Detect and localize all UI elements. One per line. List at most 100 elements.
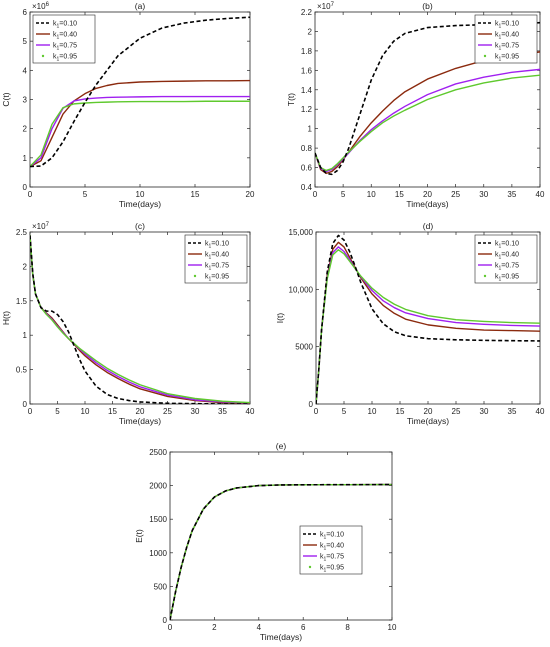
legend-series-name: =0.95 <box>501 54 519 61</box>
legend-entry: k1=0.10 <box>205 241 229 250</box>
legend-entry: k1=0.75 <box>53 43 77 52</box>
legend-entry: k1=0.95 <box>495 274 519 283</box>
x-tick-label: 15 <box>395 190 404 199</box>
y-exponent-power: 7 <box>331 2 335 8</box>
legend-entry: k1=0.40 <box>495 32 519 41</box>
panel-label: (c) <box>135 221 145 231</box>
panel-label: (a) <box>135 1 146 11</box>
series-group <box>30 16 250 168</box>
series-group <box>315 21 540 176</box>
x-tick-label: 30 <box>479 190 488 199</box>
chart-panel-c: 0 5 10 15 20 25 30 35 40 0 0.5 1 1.5 2 2.5 ×107 (c) Time(… <box>1 221 255 426</box>
legend-series-name: =0.75 <box>326 554 344 561</box>
y-tick-label: 3 <box>23 96 28 105</box>
x-tick-label: 0 <box>313 190 318 199</box>
legend-entry: k1=0.75 <box>495 263 519 272</box>
legend-series-name: =0.10 <box>59 21 77 28</box>
legend: k1=0.10 k1=0.40 k1=0.75 k1=0.95 <box>299 525 363 575</box>
x-tick-label: 40 <box>246 407 255 416</box>
legend-entry: k1=0.75 <box>205 263 229 272</box>
y-axis-label: C(t) <box>1 92 11 106</box>
legend-marker <box>41 54 45 58</box>
y-tick-label: 2.5 <box>16 228 28 237</box>
legend-entry: k1=0.95 <box>495 54 519 63</box>
series-line-2 <box>315 51 540 175</box>
y-tick-label: 6 <box>23 8 28 17</box>
legend-entry: k1=0.40 <box>53 32 77 41</box>
x-tick-label: 40 <box>536 407 545 416</box>
legend-marker <box>308 565 312 569</box>
series-group <box>316 234 540 404</box>
panel-label: (b) <box>422 1 433 11</box>
y-tick-label: 2 <box>308 27 313 36</box>
panel-label: (d) <box>423 221 434 231</box>
chart-panel-d: 0 5 10 15 20 25 30 35 40 0 5000 10,000 15,000 (d) Time… <box>275 221 545 426</box>
y-tick-label: 1 <box>308 125 313 134</box>
x-tick-label: 0 <box>28 407 33 416</box>
x-tick-label: 10 <box>81 407 90 416</box>
x-tick-label: 5 <box>341 190 346 199</box>
legend-series-name: =0.40 <box>326 543 344 550</box>
y-exponent-label: ×107 <box>317 2 335 11</box>
series-line-4 <box>30 100 250 168</box>
y-tick-label: 0.8 <box>301 144 313 153</box>
y-exponent-power: 7 <box>46 222 50 228</box>
x-tick-label: 10 <box>388 623 397 632</box>
x-tick-label: 15 <box>191 190 200 199</box>
y-tick-label: 5000 <box>295 343 313 352</box>
legend-marker <box>483 54 487 58</box>
legend-series-name: =0.75 <box>59 43 77 50</box>
legend-series-name: =0.95 <box>501 274 519 281</box>
y-axis-label: H(t) <box>1 311 11 325</box>
y-tick-label: 0 <box>23 183 28 192</box>
x-tick-label: 10 <box>368 407 377 416</box>
y-tick-label: 1.4 <box>301 86 313 95</box>
x-axis-label: Time(days) <box>119 416 161 426</box>
y-tick-label: 2 <box>23 262 28 271</box>
series-line-1 <box>315 21 540 176</box>
y-tick-label: 1500 <box>149 515 167 524</box>
y-tick-label: 2.2 <box>301 8 313 17</box>
y-exponent-power: 6 <box>46 2 50 8</box>
x-tick-label: 40 <box>536 190 545 199</box>
x-axis-label: Time(days) <box>406 199 448 209</box>
y-tick-label: 0 <box>23 400 28 409</box>
y-tick-label: 0.6 <box>301 164 313 173</box>
legend-entry: k1=0.95 <box>205 274 229 283</box>
y-tick-label: 2 <box>23 125 28 134</box>
x-tick-label: 10 <box>136 190 145 199</box>
chart-panel-e: 0 2 4 6 8 10 0 500 1000 1500 2000 2500 (e) Time(days)… <box>134 441 397 642</box>
x-tick-label: 35 <box>508 407 517 416</box>
x-axis-label: Time(days) <box>407 416 449 426</box>
x-axis-label: Time(days) <box>119 199 161 209</box>
series-line-4 <box>315 74 540 172</box>
series-line-2 <box>30 79 250 168</box>
x-tick-label: 8 <box>345 623 350 632</box>
panel-label: (e) <box>276 441 287 451</box>
legend: k1=0.10 k1=0.40 k1=0.75 k1=0.95 <box>32 14 96 64</box>
x-tick-label: 5 <box>83 190 88 199</box>
y-axis-label: E(t) <box>134 529 144 543</box>
legend-entry: k1=0.40 <box>205 252 229 261</box>
legend-series-name: =0.95 <box>326 565 344 572</box>
x-tick-label: 35 <box>218 407 227 416</box>
x-tick-label: 25 <box>452 407 461 416</box>
legend-series-name: =0.10 <box>501 241 519 248</box>
legend-marker <box>483 274 487 278</box>
series-group <box>170 483 392 620</box>
x-tick-label: 2 <box>212 623 217 632</box>
legend-entry: k1=0.95 <box>53 54 77 63</box>
y-tick-label: 1000 <box>149 549 167 558</box>
legend-series-name: =0.10 <box>326 532 344 539</box>
x-tick-label: 0 <box>314 407 319 416</box>
y-tick-label: 15,000 <box>289 228 314 237</box>
legend: k1=0.10 k1=0.40 k1=0.75 k1=0.95 <box>184 234 248 284</box>
legend-series-name: =0.40 <box>501 252 519 259</box>
y-tick-label: 1.8 <box>301 47 313 56</box>
legend-entry: k1=0.95 <box>320 565 344 574</box>
legend-series-name: =0.40 <box>211 252 229 259</box>
x-tick-label: 5 <box>55 407 60 416</box>
legend-series-name: =0.95 <box>211 274 229 281</box>
